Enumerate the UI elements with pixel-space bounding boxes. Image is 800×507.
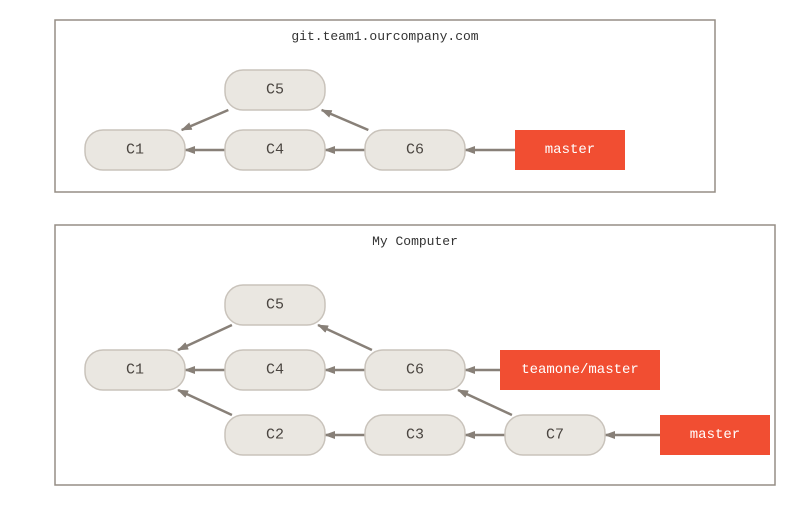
commit-s_c1: C1	[85, 130, 185, 170]
edge-l_c6-l_c5	[318, 325, 372, 350]
commit-l_c7: C7	[505, 415, 605, 455]
commit-label-s_c4: C4	[266, 142, 284, 159]
panel-title-server: git.team1.ourcompany.com	[291, 29, 478, 44]
commit-s_c6: C6	[365, 130, 465, 170]
edge-l_c2-l_c1	[178, 390, 232, 415]
commit-label-l_c4: C4	[266, 362, 284, 379]
commit-label-l_c5: C5	[266, 297, 284, 314]
commit-label-s_c6: C6	[406, 142, 424, 159]
commit-l_c3: C3	[365, 415, 465, 455]
edge-s_c6-s_c5	[322, 110, 369, 130]
commit-label-l_c1: C1	[126, 362, 144, 379]
ref-label-s_master: master	[545, 142, 595, 158]
ref-s_master: master	[515, 130, 625, 170]
commit-l_c2: C2	[225, 415, 325, 455]
commit-label-l_c6: C6	[406, 362, 424, 379]
ref-label-l_teamone: teamone/master	[521, 362, 639, 378]
ref-l_master: master	[660, 415, 770, 455]
commit-s_c5: C5	[225, 70, 325, 110]
commit-label-l_c3: C3	[406, 427, 424, 444]
commit-l_c4: C4	[225, 350, 325, 390]
edge-s_c5-s_c1	[182, 110, 229, 130]
commit-label-l_c7: C7	[546, 427, 564, 444]
commit-label-l_c2: C2	[266, 427, 284, 444]
edge-l_c5-l_c1	[178, 325, 232, 350]
commit-label-s_c5: C5	[266, 82, 284, 99]
ref-label-l_master: master	[690, 427, 740, 443]
commit-l_c5: C5	[225, 285, 325, 325]
ref-l_teamone: teamone/master	[500, 350, 660, 390]
commit-label-s_c1: C1	[126, 142, 144, 159]
panel-title-local: My Computer	[372, 234, 458, 249]
edge-l_c7-l_c6	[458, 390, 512, 415]
commit-s_c4: C4	[225, 130, 325, 170]
commit-l_c1: C1	[85, 350, 185, 390]
commit-l_c6: C6	[365, 350, 465, 390]
